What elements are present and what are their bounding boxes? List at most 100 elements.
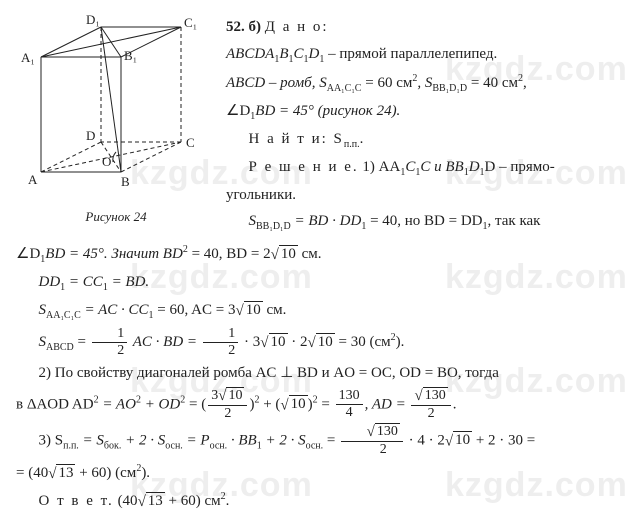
solution-label: Р е ш е н и е. — [249, 159, 359, 175]
t: – прямой параллелепипед. — [324, 46, 497, 62]
t: , AD = — [365, 396, 410, 412]
figure-caption: Рисунок 24 — [16, 207, 216, 227]
t: + 2 · S — [121, 432, 165, 448]
t: 4 — [336, 405, 363, 420]
t: 10 — [279, 245, 298, 262]
problem-number: 52. б) — [226, 19, 261, 35]
t: DD — [39, 274, 61, 290]
t: BB₁D₁D — [432, 83, 467, 94]
t: + 2 · S — [262, 432, 306, 448]
t: 2 — [411, 406, 450, 421]
t: бок. — [104, 440, 121, 451]
t: , так как — [488, 213, 541, 229]
t: BB₁D₁D — [256, 221, 291, 232]
t: + OD — [141, 396, 180, 412]
t: D — [469, 159, 480, 175]
t: C — [405, 159, 415, 175]
t: , S — [417, 75, 432, 91]
answer-label: О т в е т. — [39, 493, 114, 509]
t: = 60 см — [361, 75, 412, 91]
t: 2 — [208, 406, 247, 421]
t: 1) AA — [359, 159, 401, 175]
t: 10 — [289, 395, 308, 412]
t: ∠D — [16, 246, 40, 262]
t: = BD · DD — [291, 213, 362, 229]
t: 130 — [423, 387, 448, 403]
t: + 60) (см — [75, 465, 136, 481]
label-C1: C₁ — [184, 15, 197, 30]
t: = 40, но BD = DD — [366, 213, 482, 229]
label-B: B — [121, 174, 130, 189]
t: ABCD — [46, 342, 74, 353]
t: ). — [396, 334, 405, 350]
t: ). — [141, 465, 150, 481]
t: · BB — [227, 432, 257, 448]
t: = AO — [99, 396, 136, 412]
t: 3) S — [39, 432, 64, 448]
t: C — [294, 46, 304, 62]
t: 10 — [316, 333, 335, 350]
t: 130 — [375, 423, 400, 439]
t: = BD. — [108, 274, 149, 290]
t: = CC — [65, 274, 103, 290]
t: C и BB — [420, 159, 463, 175]
t: 2 — [341, 442, 403, 457]
t: S — [39, 334, 47, 350]
label-D1: D₁ — [86, 12, 100, 27]
label-A: A — [28, 172, 38, 187]
t: = — [74, 334, 90, 350]
problem-text: 52. б) Д а н о: ABCDA1B1C1D1 – прямой па… — [226, 12, 613, 238]
t: AA₁C₁C — [327, 83, 362, 94]
t: 10 — [226, 387, 244, 403]
t: BD = 45° (рисунок 24). — [255, 103, 400, 119]
t: 2 — [203, 343, 239, 358]
t: = — [185, 396, 201, 412]
label-A1: A₁ — [21, 50, 35, 65]
t: п.п. — [63, 440, 79, 451]
t: 2) По свойству диагоналей ромба AC ⊥ BD … — [39, 365, 499, 381]
t: + 2 · 30 = — [472, 432, 535, 448]
t: 1 — [92, 327, 128, 343]
t: угольники. — [226, 187, 296, 203]
t: ABCDA — [226, 46, 274, 62]
t: D — [309, 46, 320, 62]
t: · 3 — [240, 334, 260, 350]
t: 10 — [269, 333, 288, 350]
t: D – прямо- — [485, 159, 555, 175]
t: 10 — [244, 301, 263, 318]
dano-label: Д а н о: — [265, 19, 329, 35]
t: = 40 см — [467, 75, 518, 91]
t: = (40 — [16, 465, 48, 481]
t: = 40, BD = 2 — [188, 246, 271, 262]
t: . — [360, 131, 364, 147]
t: S — [39, 302, 47, 318]
t: 13 — [146, 492, 165, 509]
t: 10 — [453, 431, 472, 448]
t: 13 — [56, 464, 75, 481]
t: осн. — [210, 440, 228, 451]
t: = 60, AC = 3 — [154, 302, 236, 318]
t: + ( — [259, 396, 280, 412]
t: AA₁C₁C — [46, 310, 81, 321]
t: AC · BD = — [129, 334, 201, 350]
t: . — [226, 493, 230, 509]
t: · 2 — [288, 334, 308, 350]
parallelepiped-figure: A₁ B₁ C₁ D₁ A B C D O — [16, 12, 216, 197]
find-label: Н а й т и: S — [249, 131, 344, 147]
t: S — [249, 213, 257, 229]
t: ABCD – ромб, S — [226, 75, 327, 91]
t: · 4 · 2 — [405, 432, 445, 448]
t: см. — [263, 302, 287, 318]
t: = P — [183, 432, 210, 448]
t: = S — [79, 432, 104, 448]
t: . — [453, 396, 457, 412]
t: 2 — [92, 343, 128, 358]
t: 130 — [336, 389, 363, 405]
t: , — [523, 75, 527, 91]
t: = AC · CC — [81, 302, 149, 318]
t: ∠D — [226, 103, 250, 119]
label-B1: B₁ — [124, 48, 137, 63]
t: = — [318, 396, 334, 412]
t: см. — [298, 246, 322, 262]
t: + 60) см — [165, 493, 221, 509]
